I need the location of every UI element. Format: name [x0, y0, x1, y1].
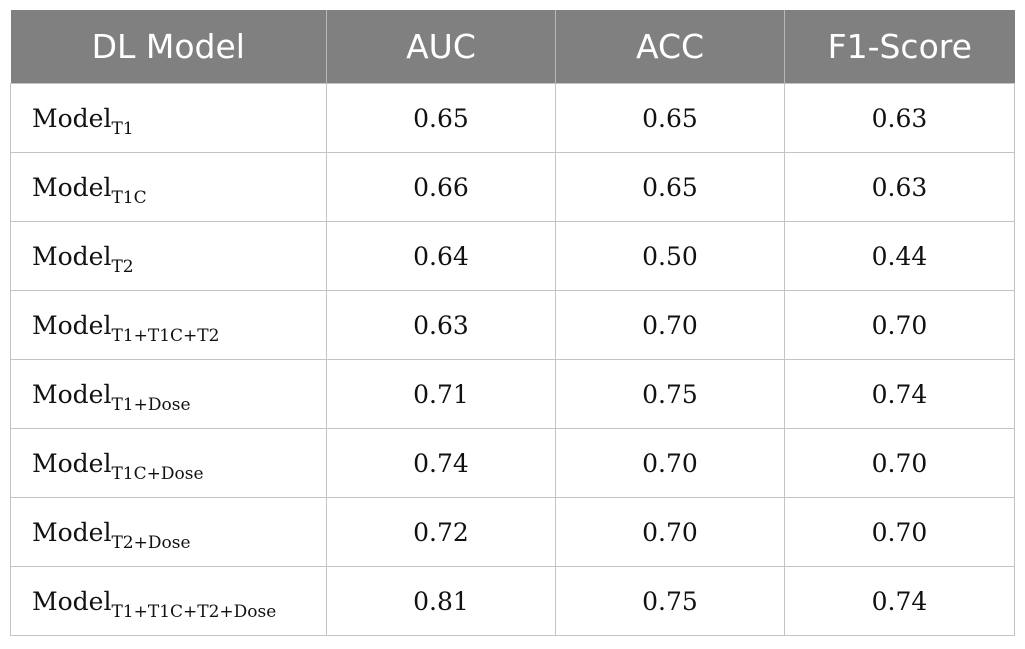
- model-name: Model: [32, 448, 112, 478]
- table-row: ModelT1+T1C+T2 0.63 0.70 0.70: [10, 290, 1015, 360]
- model-subscript: T1+T1C+T2: [111, 325, 220, 346]
- acc-cell: 0.70: [555, 290, 785, 360]
- auc-cell: 0.71: [326, 359, 556, 429]
- model-subscript: T2: [111, 256, 134, 277]
- model-name-cell: ModelT2+Dose: [10, 497, 327, 567]
- f1-cell: 0.70: [784, 428, 1015, 498]
- f1-cell: 0.44: [784, 221, 1015, 291]
- header-row: DL Model AUC ACC F1-Score: [10, 10, 1015, 84]
- model-name: Model: [32, 517, 112, 547]
- auc-cell: 0.65: [326, 83, 556, 153]
- f1-cell: 0.63: [784, 152, 1015, 222]
- table-row: ModelT1+Dose 0.71 0.75 0.74: [10, 359, 1015, 429]
- f1-cell: 0.74: [784, 359, 1015, 429]
- acc-cell: 0.75: [555, 359, 785, 429]
- model-name: Model: [32, 103, 112, 133]
- model-name: Model: [32, 586, 112, 616]
- table-header: DL Model AUC ACC F1-Score: [10, 10, 1015, 84]
- model-name-cell: ModelT2: [10, 221, 327, 291]
- auc-cell: 0.64: [326, 221, 556, 291]
- acc-cell: 0.65: [555, 152, 785, 222]
- auc-cell: 0.63: [326, 290, 556, 360]
- model-name-cell: ModelT1C: [10, 152, 327, 222]
- model-subscript: T1C: [111, 187, 147, 208]
- acc-cell: 0.50: [555, 221, 785, 291]
- table-row: ModelT1 0.65 0.65 0.63: [10, 83, 1015, 153]
- table-row: ModelT1C 0.66 0.65 0.63: [10, 152, 1015, 222]
- results-table: DL Model AUC ACC F1-Score ModelT1 0.65 0…: [10, 10, 1015, 636]
- model-name: Model: [32, 310, 112, 340]
- model-subscript: T1+T1C+T2+Dose: [111, 601, 277, 622]
- model-name-cell: ModelT1C+Dose: [10, 428, 327, 498]
- auc-cell: 0.66: [326, 152, 556, 222]
- acc-cell: 0.70: [555, 497, 785, 567]
- acc-cell: 0.75: [555, 566, 785, 636]
- auc-cell: 0.72: [326, 497, 556, 567]
- f1-cell: 0.70: [784, 497, 1015, 567]
- table-row: ModelT2+Dose 0.72 0.70 0.70: [10, 497, 1015, 567]
- acc-cell: 0.65: [555, 83, 785, 153]
- table-row: ModelT2 0.64 0.50 0.44: [10, 221, 1015, 291]
- table-row: ModelT1C+Dose 0.74 0.70 0.70: [10, 428, 1015, 498]
- model-name-cell: ModelT1+T1C+T2+Dose: [10, 566, 327, 636]
- f1-cell: 0.74: [784, 566, 1015, 636]
- model-subscript: T2+Dose: [111, 532, 191, 553]
- model-subscript: T1C+Dose: [111, 463, 204, 484]
- f1-cell: 0.70: [784, 290, 1015, 360]
- table-body: ModelT1 0.65 0.65 0.63 ModelT1C 0.66 0.6…: [10, 83, 1015, 636]
- model-name: Model: [32, 241, 112, 271]
- f1-cell: 0.63: [784, 83, 1015, 153]
- table-row: ModelT1+T1C+T2+Dose 0.81 0.75 0.74: [10, 566, 1015, 636]
- model-subscript: T1+Dose: [111, 394, 191, 415]
- model-subscript: T1: [111, 118, 134, 139]
- header-acc: ACC: [555, 10, 785, 84]
- model-name: Model: [32, 172, 112, 202]
- auc-cell: 0.74: [326, 428, 556, 498]
- model-name: Model: [32, 379, 112, 409]
- header-auc: AUC: [326, 10, 556, 84]
- acc-cell: 0.70: [555, 428, 785, 498]
- header-f1-score: F1-Score: [784, 10, 1015, 84]
- header-dl-model: DL Model: [10, 10, 327, 84]
- model-name-cell: ModelT1+T1C+T2: [10, 290, 327, 360]
- auc-cell: 0.81: [326, 566, 556, 636]
- model-name-cell: ModelT1: [10, 83, 327, 153]
- model-name-cell: ModelT1+Dose: [10, 359, 327, 429]
